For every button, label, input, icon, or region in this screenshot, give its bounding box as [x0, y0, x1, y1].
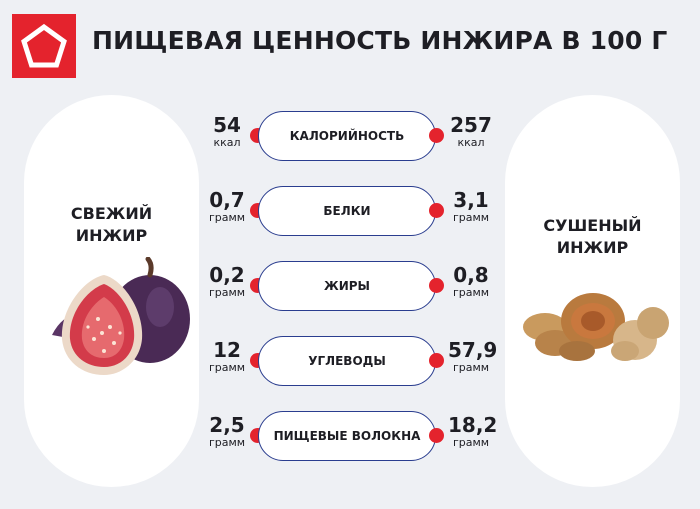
- nutrient-row-fat: 0,2 грамм ЖИРЫ 0,8 грамм: [200, 261, 500, 315]
- nutrient-pill: ЖИРЫ: [258, 261, 436, 311]
- fresh-fig-title-line1: СВЕЖИЙ: [70, 204, 153, 223]
- nutrient-pill: УГЛЕВОДЫ: [258, 336, 436, 386]
- fresh-number: 0,2: [209, 263, 245, 287]
- fresh-unit: грамм: [208, 286, 246, 299]
- nutrient-label: ЖИРЫ: [324, 279, 370, 293]
- fresh-unit: грамм: [208, 436, 246, 449]
- dried-value: 3,1 грамм: [448, 188, 494, 224]
- nutrient-row-protein: 0,7 грамм БЕЛКИ 3,1 грамм: [200, 186, 500, 240]
- pentagon-icon: [21, 23, 67, 68]
- fresh-fig-image: [52, 257, 190, 375]
- nutrient-pill: ПИЩЕВЫЕ ВОЛОКНА: [258, 411, 436, 461]
- fresh-value: 54 ккал: [204, 113, 250, 149]
- fresh-number: 0,7: [209, 188, 245, 212]
- nutrient-pill: БЕЛКИ: [258, 186, 436, 236]
- dried-unit: грамм: [452, 361, 490, 374]
- fresh-number: 54: [213, 113, 241, 137]
- dried-number: 257: [450, 113, 492, 137]
- dried-value: 18,2 грамм: [448, 413, 498, 449]
- page-title: ПИЩЕВАЯ ЦЕННОСТЬ ИНЖИРА В 100 Г: [92, 26, 668, 55]
- fresh-unit: грамм: [208, 361, 246, 374]
- nutrient-label: КАЛОРИЙНОСТЬ: [289, 129, 405, 143]
- dried-value: 257 ккал: [448, 113, 494, 149]
- right-dot: [429, 428, 444, 443]
- brand-logo: [12, 14, 76, 78]
- dried-number: 18,2: [448, 413, 498, 437]
- fresh-unit: ккал: [213, 136, 241, 149]
- fresh-fig-title: СВЕЖИЙ ИНЖИР: [24, 203, 199, 247]
- nutrient-row-fiber: 2,5 грамм ПИЩЕВЫЕ ВОЛОКНА 18,2 грамм: [200, 411, 500, 465]
- nutrient-label: УГЛЕВОДЫ: [308, 354, 386, 368]
- dried-value: 57,9 грамм: [448, 338, 498, 374]
- dried-value: 0,8 грамм: [448, 263, 494, 299]
- fresh-value: 0,7 грамм: [204, 188, 250, 224]
- dried-unit: грамм: [452, 436, 490, 449]
- dried-fig-title-line1: СУШЕНЫЙ: [543, 216, 642, 235]
- fresh-value: 0,2 грамм: [204, 263, 250, 299]
- dried-fig-title: СУШЕНЫЙ ИНЖИР: [505, 215, 680, 259]
- nutrient-label: БЕЛКИ: [323, 204, 371, 218]
- dried-fig-title-line2: ИНЖИР: [556, 238, 629, 257]
- fresh-fig-card: СВЕЖИЙ ИНЖИР: [24, 95, 199, 487]
- right-dot: [429, 353, 444, 368]
- dried-unit: грамм: [452, 286, 490, 299]
- right-dot: [429, 278, 444, 293]
- dried-fig-image: [523, 293, 669, 361]
- dried-number: 3,1: [453, 188, 489, 212]
- nutrient-row-calories: 54 ккал КАЛОРИЙНОСТЬ 257 ккал: [200, 111, 500, 165]
- dried-unit: ккал: [457, 136, 485, 149]
- dried-unit: грамм: [452, 211, 490, 224]
- fresh-value: 2,5 грамм: [204, 413, 250, 449]
- dried-number: 57,9: [448, 338, 498, 362]
- dried-fig-card: СУШЕНЫЙ ИНЖИР: [505, 95, 680, 487]
- nutrient-row-carbs: 12 грамм УГЛЕВОДЫ 57,9 грамм: [200, 336, 500, 390]
- fresh-unit: грамм: [208, 211, 246, 224]
- fresh-number: 12: [213, 338, 241, 362]
- fresh-value: 12 грамм: [204, 338, 250, 374]
- fresh-fig-title-line2: ИНЖИР: [75, 226, 148, 245]
- nutrient-pill: КАЛОРИЙНОСТЬ: [258, 111, 436, 161]
- right-dot: [429, 203, 444, 218]
- right-dot: [429, 128, 444, 143]
- dried-number: 0,8: [453, 263, 489, 287]
- nutrient-label: ПИЩЕВЫЕ ВОЛОКНА: [273, 429, 421, 443]
- fresh-number: 2,5: [209, 413, 245, 437]
